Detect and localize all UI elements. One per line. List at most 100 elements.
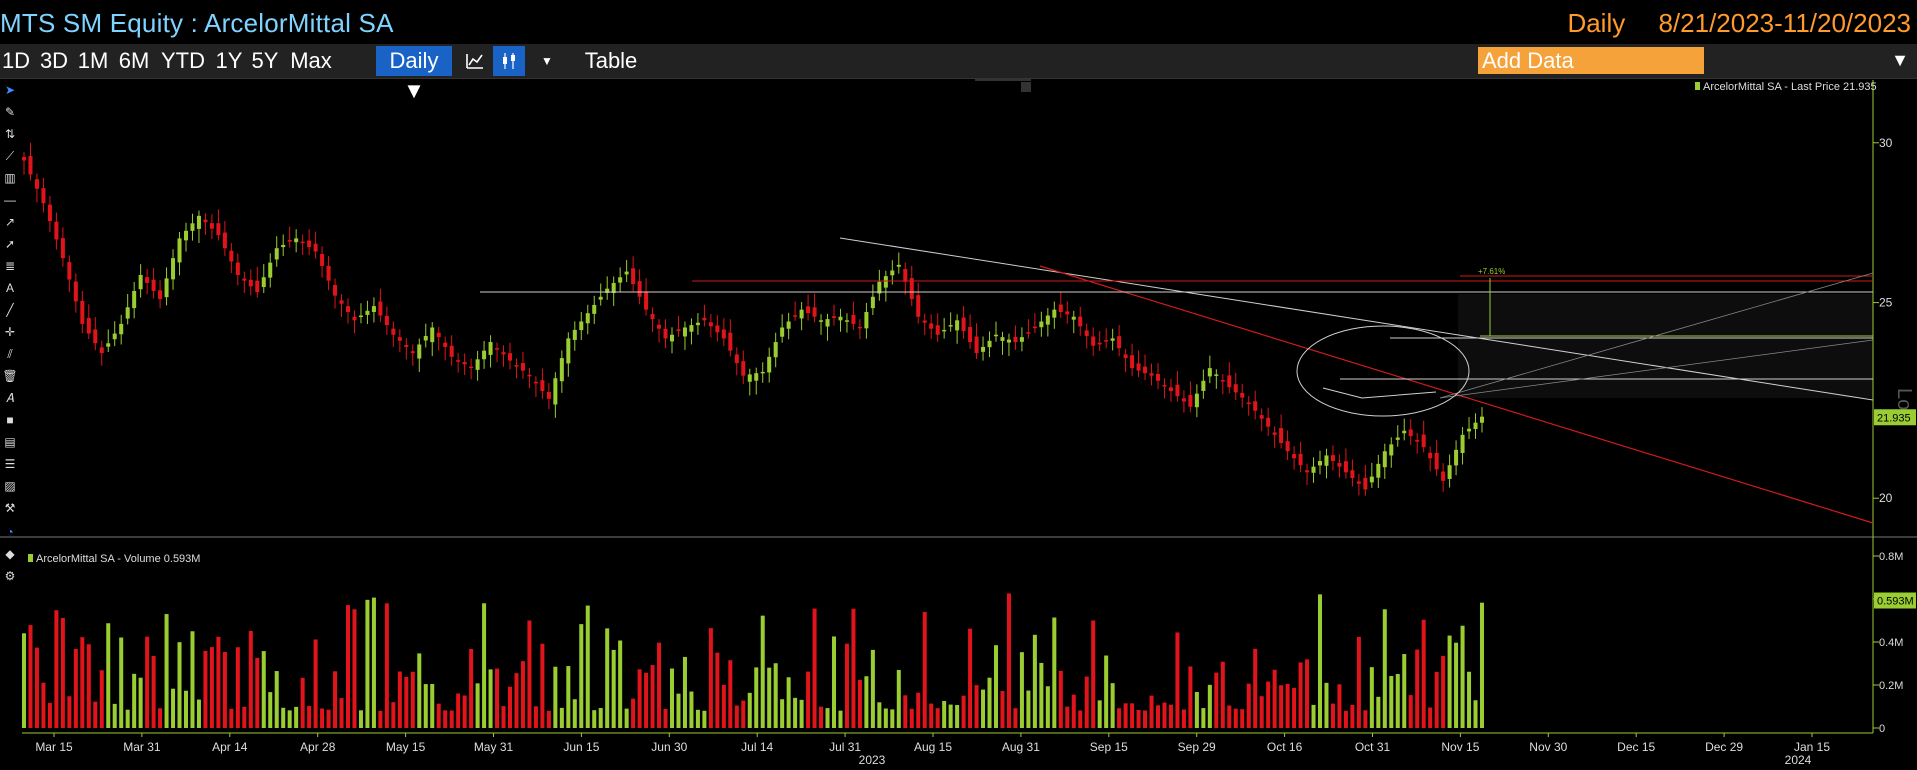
candle-body — [754, 373, 759, 381]
table-button[interactable]: Table — [584, 48, 638, 73]
volume-bar — [1019, 652, 1024, 728]
tools-icon[interactable]: ⚒ — [4, 501, 16, 515]
chart-type-chevron-icon[interactable]: ▼ — [541, 54, 553, 68]
candle-body — [922, 320, 927, 323]
cursor-icon[interactable]: ➤ — [4, 83, 16, 97]
volume-bar — [1434, 671, 1439, 728]
candle-body — [1415, 440, 1420, 442]
crosshair-icon[interactable]: ✛ — [4, 325, 16, 339]
volume-bar — [196, 699, 201, 728]
interval-dropdown[interactable]: Daily ▼ — [376, 46, 452, 103]
volume-bar — [831, 636, 837, 728]
candle-body — [1441, 471, 1446, 481]
candlestick-icon[interactable] — [493, 46, 525, 76]
volume-bar — [1052, 617, 1057, 728]
volume-bar — [793, 697, 798, 728]
candle-body — [54, 221, 59, 240]
volume-bar — [1194, 692, 1199, 728]
candle-body — [507, 353, 513, 361]
candle-body — [559, 358, 564, 382]
candle-body — [151, 279, 156, 291]
gear-icon[interactable]: ⚙ — [4, 569, 16, 583]
range-button-max[interactable]: Max — [290, 48, 332, 73]
line-icon[interactable]: ╱ — [6, 303, 14, 317]
candle-body — [553, 378, 558, 405]
palette-icon[interactable]: ◆ — [5, 547, 15, 561]
annotation-icon[interactable]: 𝐴 — [6, 391, 14, 405]
range-button-1d[interactable]: 1D — [1, 48, 31, 73]
split-icon[interactable]: ⫽ — [7, 347, 13, 361]
range-button-1m[interactable]: 1M — [77, 48, 109, 73]
candle-body — [41, 188, 46, 204]
volume-bar — [806, 671, 811, 728]
volume-bar — [333, 671, 338, 728]
candle-body — [721, 329, 726, 339]
range-button-6m[interactable]: 6M — [118, 48, 150, 73]
volume-bar — [624, 708, 629, 728]
volume-bar — [242, 706, 247, 728]
menu-icon[interactable]: ▼ — [1891, 50, 1909, 70]
candle-body — [955, 320, 960, 331]
volume-tick-label: 0.2M — [1879, 680, 1903, 692]
candle-body — [1123, 354, 1128, 359]
candle-body — [1201, 380, 1206, 391]
candle-body — [637, 281, 642, 297]
range-button-3d[interactable]: 3D — [39, 48, 69, 73]
range-button-5y[interactable]: 5Y — [251, 48, 279, 73]
volume-bar — [1311, 704, 1316, 728]
candle-body — [145, 277, 150, 283]
candle-body — [1188, 395, 1193, 407]
pen-icon[interactable]: ✎ — [4, 105, 16, 119]
fib-icon[interactable]: ≣ — [4, 259, 16, 273]
x-tick-label: Jun 15 — [563, 740, 599, 754]
add-data-input[interactable]: Add Data — [1478, 47, 1704, 74]
volume-bar — [1149, 695, 1154, 728]
volume-bar — [734, 705, 739, 728]
pattern-icon[interactable]: ▨ — [4, 479, 16, 493]
text-icon[interactable]: A — [5, 281, 14, 295]
candle-body — [1324, 455, 1329, 466]
arrow-icon[interactable]: ➚ — [4, 237, 16, 251]
line-chart-icon[interactable] — [460, 46, 490, 76]
volume-bar — [825, 708, 830, 728]
range-button-1y[interactable]: 1Y — [215, 48, 243, 73]
x-tick-label: Mar 15 — [35, 740, 73, 754]
candle-body — [449, 345, 454, 357]
volume-bar — [955, 705, 960, 728]
trendline-icon[interactable]: ⟋ — [5, 149, 15, 163]
candle-body — [1376, 463, 1381, 478]
candle-body — [812, 307, 817, 317]
volume-bar — [1272, 669, 1277, 728]
volume-bar — [41, 682, 46, 728]
candle-body — [177, 238, 182, 263]
volume-bar — [1447, 635, 1452, 728]
candle-body — [1084, 330, 1089, 336]
price-tick-label: 20 — [1879, 491, 1893, 505]
candle-body — [831, 316, 837, 318]
box-icon[interactable]: ■ — [6, 413, 14, 427]
candle-body — [1117, 336, 1122, 349]
volume-bar — [1104, 655, 1109, 728]
hline-icon[interactable]: — — [4, 193, 16, 207]
list-icon[interactable]: ☰ — [4, 457, 16, 471]
volume-bar — [1259, 696, 1264, 728]
candle-body — [410, 351, 415, 354]
volume-bar — [974, 685, 979, 728]
last-price-tag-box — [1874, 409, 1916, 426]
volume-bar — [644, 672, 649, 728]
candle-body — [1181, 398, 1186, 402]
page-icon[interactable]: ▤ — [4, 435, 16, 449]
volume-bar — [300, 677, 305, 728]
candle-body — [1175, 384, 1180, 397]
chart-settings-icon[interactable]: ◔ — [6, 525, 14, 539]
range-button-ytd[interactable]: YTD — [161, 48, 205, 73]
measure-icon[interactable]: ⇅ — [4, 127, 16, 141]
volume-bar — [909, 708, 914, 728]
projection-ray-2 — [1439, 339, 1874, 399]
candle-body — [216, 223, 221, 236]
candle-body — [1071, 316, 1076, 320]
trash-icon[interactable]: 🗑 — [2, 369, 18, 383]
channel-icon[interactable]: ▥ — [4, 171, 16, 185]
ray-icon[interactable]: ↗ — [4, 215, 16, 229]
